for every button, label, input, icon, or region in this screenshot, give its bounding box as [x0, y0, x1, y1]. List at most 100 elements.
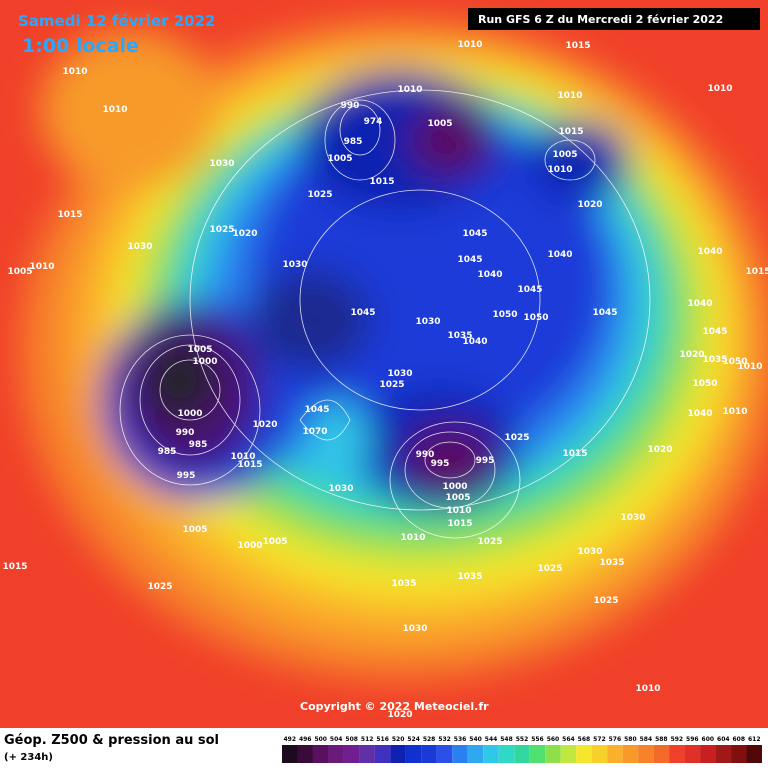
isobar-label: 1010: [457, 40, 482, 50]
scale-swatch: [483, 745, 499, 763]
color-scale: 492 496 500 504 508 512 516 520 524 528 532 536 540 5…: [282, 736, 762, 763]
isobar-label: 1000: [177, 409, 202, 419]
isobar-label: 1020: [647, 445, 672, 455]
scale-label: 496: [299, 736, 312, 743]
isobar-label: 1025: [379, 380, 404, 390]
isobar-label: 1010: [397, 85, 422, 95]
scale-label: 556: [531, 736, 544, 743]
scale-label: 560: [547, 736, 560, 743]
footer-lead: (+ 234h): [4, 752, 53, 763]
isobar-label: 1010: [557, 91, 582, 101]
scale-swatch: [312, 745, 329, 763]
isobar-label: 1010: [102, 105, 127, 115]
isobar-label: 1045: [592, 308, 617, 318]
scale-label: 508: [345, 736, 358, 743]
scale-swatch: [638, 745, 654, 763]
scale-swatch: [560, 745, 577, 763]
isobar-label: 995: [177, 471, 196, 481]
scale-swatch: [529, 745, 546, 763]
isobar-label: 1045: [457, 255, 482, 265]
isobar-label: 1010: [230, 452, 255, 462]
isobar-label: 1030: [415, 317, 440, 327]
scale-swatch: [591, 745, 608, 763]
scale-swatch: [498, 745, 515, 763]
isobar-label: 1040: [697, 247, 722, 257]
isobar-label: 1005: [7, 267, 32, 277]
scale-label: 588: [655, 736, 668, 743]
isobar-label: 985: [158, 447, 177, 457]
isobar-label: 1030: [127, 242, 152, 252]
isobar-label: 1030: [282, 260, 307, 270]
scale-label: 528: [423, 736, 436, 743]
isobar-label: 1010: [400, 533, 425, 543]
isobar-label: 1045: [702, 327, 727, 337]
scale-label: 544: [485, 736, 498, 743]
scale-label: 552: [516, 736, 529, 743]
scale-swatch: [731, 745, 747, 763]
isobar-label: 1035: [702, 355, 727, 365]
scale-swatch: [436, 745, 453, 763]
footer-title: Géop. Z500 & pression au sol: [4, 733, 219, 748]
scale-label: 576: [609, 736, 622, 743]
isobar-label: 1020: [232, 229, 257, 239]
isobar-label: 1005: [187, 345, 212, 355]
isobar-label: 1005: [445, 493, 470, 503]
isobar-label: 990: [176, 428, 195, 438]
scale-swatch: [421, 745, 437, 763]
scale-swatch: [343, 745, 360, 763]
scale-label: 516: [376, 736, 389, 743]
scale-swatch: [405, 745, 422, 763]
isobar-label: 1050: [722, 357, 747, 367]
scale-label: 524: [407, 736, 420, 743]
scale-label: 584: [640, 736, 653, 743]
isobar-label: 1035: [391, 579, 416, 589]
isobar-label: 1010: [446, 506, 471, 516]
isobar-label: 1015: [558, 127, 583, 137]
copyright: Copyright © 2022 Meteociel.fr: [300, 700, 489, 713]
isobar-label: 990: [416, 450, 435, 460]
isobar-label: 1045: [517, 285, 542, 295]
isobar-label: 1050: [492, 310, 517, 320]
isobar-label: 1015: [237, 460, 262, 470]
scale-label: 500: [314, 736, 327, 743]
isobar-label: 1035: [457, 572, 482, 582]
scale-swatch: [545, 745, 561, 763]
run-banner: [468, 8, 760, 30]
scale-swatch: [653, 745, 670, 763]
scale-label: 604: [717, 736, 730, 743]
isobar-label: 1015: [369, 177, 394, 187]
isobar-label: 1015: [562, 449, 587, 459]
isobar-label: 1050: [523, 313, 548, 323]
scale-swatch: [390, 745, 406, 763]
isobar-label: 1005: [427, 119, 452, 129]
isobar-label: 1020: [577, 200, 602, 210]
isobar-label: 1015: [57, 210, 82, 220]
scale-swatch: [297, 745, 313, 763]
isobar-label: 1015: [2, 562, 27, 572]
isobar-label: 1025: [307, 190, 332, 200]
isobar-label: 1025: [477, 537, 502, 547]
isobar-label: 995: [431, 459, 450, 469]
scale-swatch: [669, 745, 685, 763]
isobar-label: 1000: [237, 541, 262, 551]
scale-swatch: [576, 745, 592, 763]
isobar-label: 1040: [547, 250, 572, 260]
scale-swatch: [359, 745, 375, 763]
isobar-label: 1030: [577, 547, 602, 557]
isobar-label: 1020: [387, 710, 412, 720]
isobar-label: 1005: [327, 154, 352, 164]
map-subtitle: 1:00 locale: [22, 35, 139, 57]
isobar-label: 1010: [62, 67, 87, 77]
isobar-labels: 1010 1010 1030 1015 1005 1010 1030 1025 1020 1025…: [2, 40, 768, 720]
scale-label: 580: [624, 736, 637, 743]
isobar-label: 1005: [262, 537, 287, 547]
isobar-label: 1040: [687, 299, 712, 309]
isobar-label: 1030: [209, 159, 234, 169]
isobar-label: 1020: [679, 350, 704, 360]
scale-label: 612: [748, 736, 761, 743]
isobar-label: 995: [476, 456, 495, 466]
scale-label: 504: [330, 736, 343, 743]
isobar-label: 1015: [447, 519, 472, 529]
isobar-label: 1005: [182, 525, 207, 535]
